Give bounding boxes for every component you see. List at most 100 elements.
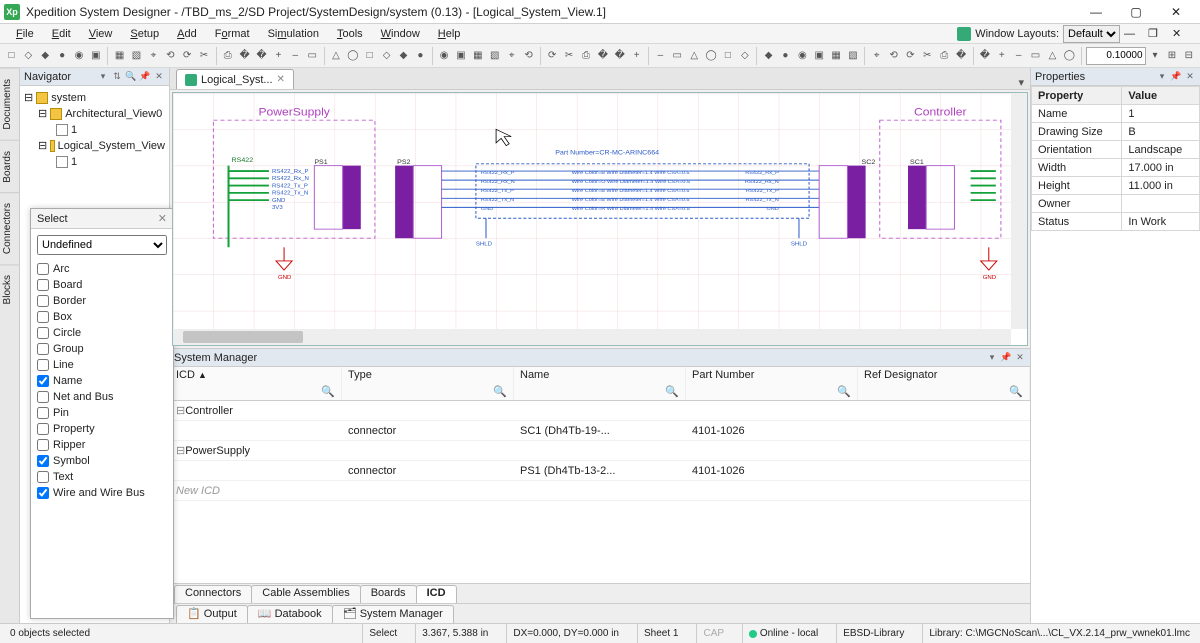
select-option[interactable]: Border (37, 293, 167, 309)
toolbar-button[interactable]: � (612, 47, 627, 65)
toolbar-button[interactable]: ▧ (487, 47, 502, 65)
property-value[interactable]: 11.000 in (1122, 177, 1200, 195)
toolbar-button[interactable]: ◇ (379, 47, 394, 65)
table-row[interactable]: New ICD (170, 481, 1030, 501)
panel-menu-icon[interactable]: ▾ (1156, 71, 1168, 83)
col-icd[interactable]: ICD ▲🔍 (170, 367, 342, 400)
property-row[interactable]: Height11.000 in (1032, 177, 1200, 195)
select-checkbox[interactable] (37, 439, 49, 451)
toolbar-button[interactable]: ▧ (846, 47, 861, 65)
toolbar-button[interactable]: ⟲ (163, 47, 178, 65)
col-type[interactable]: Type🔍 (342, 367, 514, 400)
select-option[interactable]: Symbol (37, 453, 167, 469)
toolbar-button[interactable]: ● (413, 47, 428, 65)
toolbar-button[interactable]: ⟲ (886, 47, 901, 65)
menu-window[interactable]: Window (373, 26, 428, 42)
tree-item[interactable]: 1 (71, 154, 77, 170)
select-checkbox[interactable] (37, 327, 49, 339)
select-checkbox[interactable] (37, 487, 49, 499)
select-option[interactable]: Line (37, 357, 167, 373)
toolbar-button[interactable]: – (1011, 47, 1026, 65)
select-checkbox[interactable] (37, 391, 49, 403)
property-row[interactable]: StatusIn Work (1032, 213, 1200, 231)
select-option[interactable]: Net and Bus (37, 389, 167, 405)
menu-file[interactable]: File (8, 26, 42, 42)
search-icon[interactable]: 🔍 (493, 385, 507, 398)
menu-simulation[interactable]: Simulation (260, 26, 327, 42)
select-option[interactable]: Board (37, 277, 167, 293)
toolbar-button[interactable]: + (271, 47, 286, 65)
select-checkbox[interactable] (37, 375, 49, 387)
panel-close-icon[interactable]: ✕ (1014, 352, 1026, 364)
select-checkbox[interactable] (37, 407, 49, 419)
select-checkbox[interactable] (37, 263, 49, 275)
toolbar-button[interactable]: ⎙ (220, 47, 235, 65)
property-value[interactable]: 1 (1122, 105, 1200, 123)
table-row[interactable]: ⊟PowerSupply (170, 441, 1030, 461)
tab-overflow-icon[interactable]: ▾ (1012, 76, 1030, 89)
toolbar-button[interactable]: ✂ (920, 47, 935, 65)
search-icon[interactable]: 🔍 (665, 385, 679, 398)
side-tab-documents[interactable]: Documents (0, 68, 19, 140)
select-option[interactable]: Box (37, 309, 167, 325)
table-row[interactable]: ⊟Controller (170, 401, 1030, 421)
toolbar-button[interactable]: ⌖ (146, 47, 161, 65)
select-option[interactable]: Name (37, 373, 167, 389)
nav-tool-icon[interactable]: 🔍 (125, 71, 137, 83)
toolbar-button[interactable]: – (288, 47, 303, 65)
toolbar-button[interactable]: ▣ (812, 47, 827, 65)
tab-system-manager[interactable]: 🗂 System Manager (332, 605, 454, 623)
select-checkbox[interactable] (37, 359, 49, 371)
select-checkbox[interactable] (37, 423, 49, 435)
toolbar-button[interactable]: + (994, 47, 1009, 65)
table-row[interactable]: connectorSC1 (Dh4Tb-19-...4101-1026 (170, 421, 1030, 441)
menu-add[interactable]: Add (169, 26, 205, 42)
toolbar-button[interactable]: ⟳ (545, 47, 560, 65)
schematic-canvas[interactable]: PowerSupply Controller RS422 (172, 92, 1028, 346)
tree-item[interactable]: Logical_System_View (58, 138, 165, 154)
select-option[interactable]: Circle (37, 325, 167, 341)
toolbar-button[interactable]: � (977, 47, 992, 65)
toolbar-button[interactable]: ◯ (704, 47, 719, 65)
document-tab[interactable]: Logical_Syst... ✕ (176, 69, 294, 89)
toolbar-button[interactable]: ⌖ (869, 47, 884, 65)
panel-close-icon[interactable]: ✕ (1184, 71, 1196, 83)
select-option[interactable]: Property (37, 421, 167, 437)
tab-cable-assemblies[interactable]: Cable Assemblies (251, 585, 360, 603)
select-option[interactable]: Ripper (37, 437, 167, 453)
panel-pin-icon[interactable]: 📌 (1000, 352, 1012, 364)
toolbar-button[interactable]: ◆ (396, 47, 411, 65)
toolbar-button[interactable]: △ (328, 47, 343, 65)
vertical-scrollbar[interactable] (1011, 93, 1027, 329)
toolbar-button[interactable]: □ (4, 47, 19, 65)
select-option[interactable]: Arc (37, 261, 167, 277)
panel-pin-icon[interactable]: 📌 (1170, 71, 1182, 83)
toolbar-button[interactable]: ◇ (737, 47, 752, 65)
property-row[interactable]: Drawing SizeB (1032, 123, 1200, 141)
tab-icd[interactable]: ICD (416, 585, 457, 603)
side-tab-boards[interactable]: Boards (0, 140, 19, 193)
property-value[interactable]: In Work (1122, 213, 1200, 231)
toolbar-button[interactable]: ✂ (197, 47, 212, 65)
select-option[interactable]: Text (37, 469, 167, 485)
search-icon[interactable]: 🔍 (837, 385, 851, 398)
side-tab-blocks[interactable]: Blocks (0, 264, 19, 314)
toolbar-button[interactable]: � (254, 47, 269, 65)
tree-item[interactable]: Architectural_View0 (65, 106, 162, 122)
toolbar-button[interactable]: □ (721, 47, 736, 65)
search-icon[interactable]: 🔍 (321, 385, 335, 398)
menu-tools[interactable]: Tools (329, 26, 371, 42)
select-option[interactable]: Wire and Wire Bus (37, 485, 167, 501)
tree-item[interactable]: 1 (71, 122, 77, 138)
toolbar-button[interactable]: ⊞ (1164, 47, 1179, 65)
horizontal-scrollbar[interactable] (173, 329, 1011, 345)
toolbar-button[interactable]: ▦ (470, 47, 485, 65)
toolbar-button[interactable]: ▭ (1028, 47, 1043, 65)
property-row[interactable]: Owner (1032, 195, 1200, 213)
toolbar-button[interactable]: – (653, 47, 668, 65)
nav-tool-icon[interactable]: ⇅ (111, 71, 123, 83)
system-manager-table-body[interactable]: ⊟ControllerconnectorSC1 (Dh4Tb-19-...410… (170, 401, 1030, 583)
select-option[interactable]: Pin (37, 405, 167, 421)
toolbar-button[interactable]: ▾ (1148, 47, 1163, 65)
property-value[interactable]: B (1122, 123, 1200, 141)
